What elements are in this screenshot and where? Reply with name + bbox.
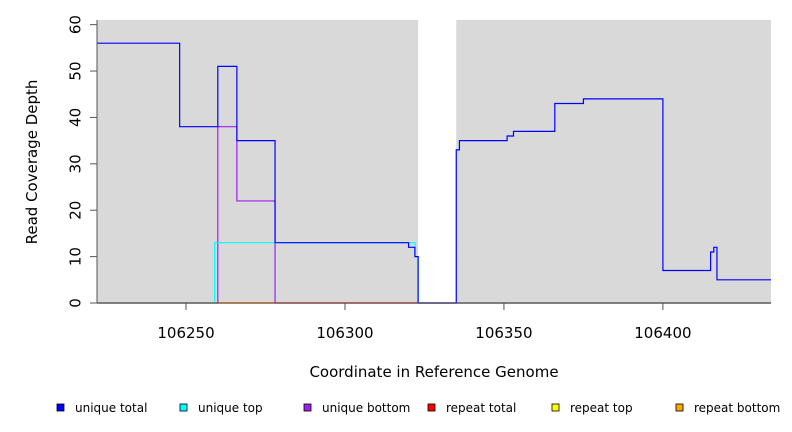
x-tick-label: 106250 bbox=[157, 324, 214, 342]
series-line-0 bbox=[97, 42, 771, 304]
legend-item: repeat bottom bbox=[675, 401, 780, 415]
axes-layer: 0 10 20 30 40 50 60 106250 106300 106350 106400 bbox=[66, 15, 771, 342]
legend-swatch bbox=[427, 403, 436, 412]
legend-item: unique top bbox=[179, 401, 263, 415]
y-tick-label: 30 bbox=[66, 154, 84, 173]
legend-swatch bbox=[675, 403, 684, 412]
legend-label: unique total bbox=[75, 401, 147, 415]
legend-label: unique top bbox=[198, 401, 263, 415]
legend-item: repeat top bbox=[551, 401, 633, 415]
legend-label: unique bottom bbox=[322, 401, 410, 415]
y-tick-label: 40 bbox=[66, 108, 84, 127]
legend-swatch bbox=[303, 403, 312, 412]
y-tick-label: 20 bbox=[66, 201, 84, 220]
y-tick-label: 0 bbox=[66, 298, 84, 308]
series-line-2 bbox=[97, 126, 771, 304]
legend-item: unique total bbox=[56, 401, 147, 415]
legend-swatch bbox=[551, 403, 560, 412]
x-tick-label: 106300 bbox=[316, 324, 373, 342]
legend-swatch bbox=[179, 403, 188, 412]
x-axis-title: Coordinate in Reference Genome bbox=[309, 363, 558, 381]
legend-label: repeat bottom bbox=[694, 401, 780, 415]
legend-label: repeat total bbox=[446, 401, 516, 415]
x-tick-label: 106400 bbox=[634, 324, 691, 342]
y-tick-label: 10 bbox=[66, 247, 84, 266]
legend-label: repeat top bbox=[570, 401, 633, 415]
legend-item: repeat total bbox=[427, 401, 516, 415]
y-tick-label: 50 bbox=[66, 61, 84, 80]
y-axis-title: Read Coverage Depth bbox=[23, 80, 41, 245]
y-tick-label: 60 bbox=[66, 15, 84, 34]
legend-item: unique bottom bbox=[303, 401, 410, 415]
legend-swatch bbox=[56, 403, 65, 412]
gap-region bbox=[418, 20, 457, 303]
x-tick-label: 106350 bbox=[475, 324, 532, 342]
legend: unique total unique top unique bottom repea… bbox=[56, 401, 780, 415]
